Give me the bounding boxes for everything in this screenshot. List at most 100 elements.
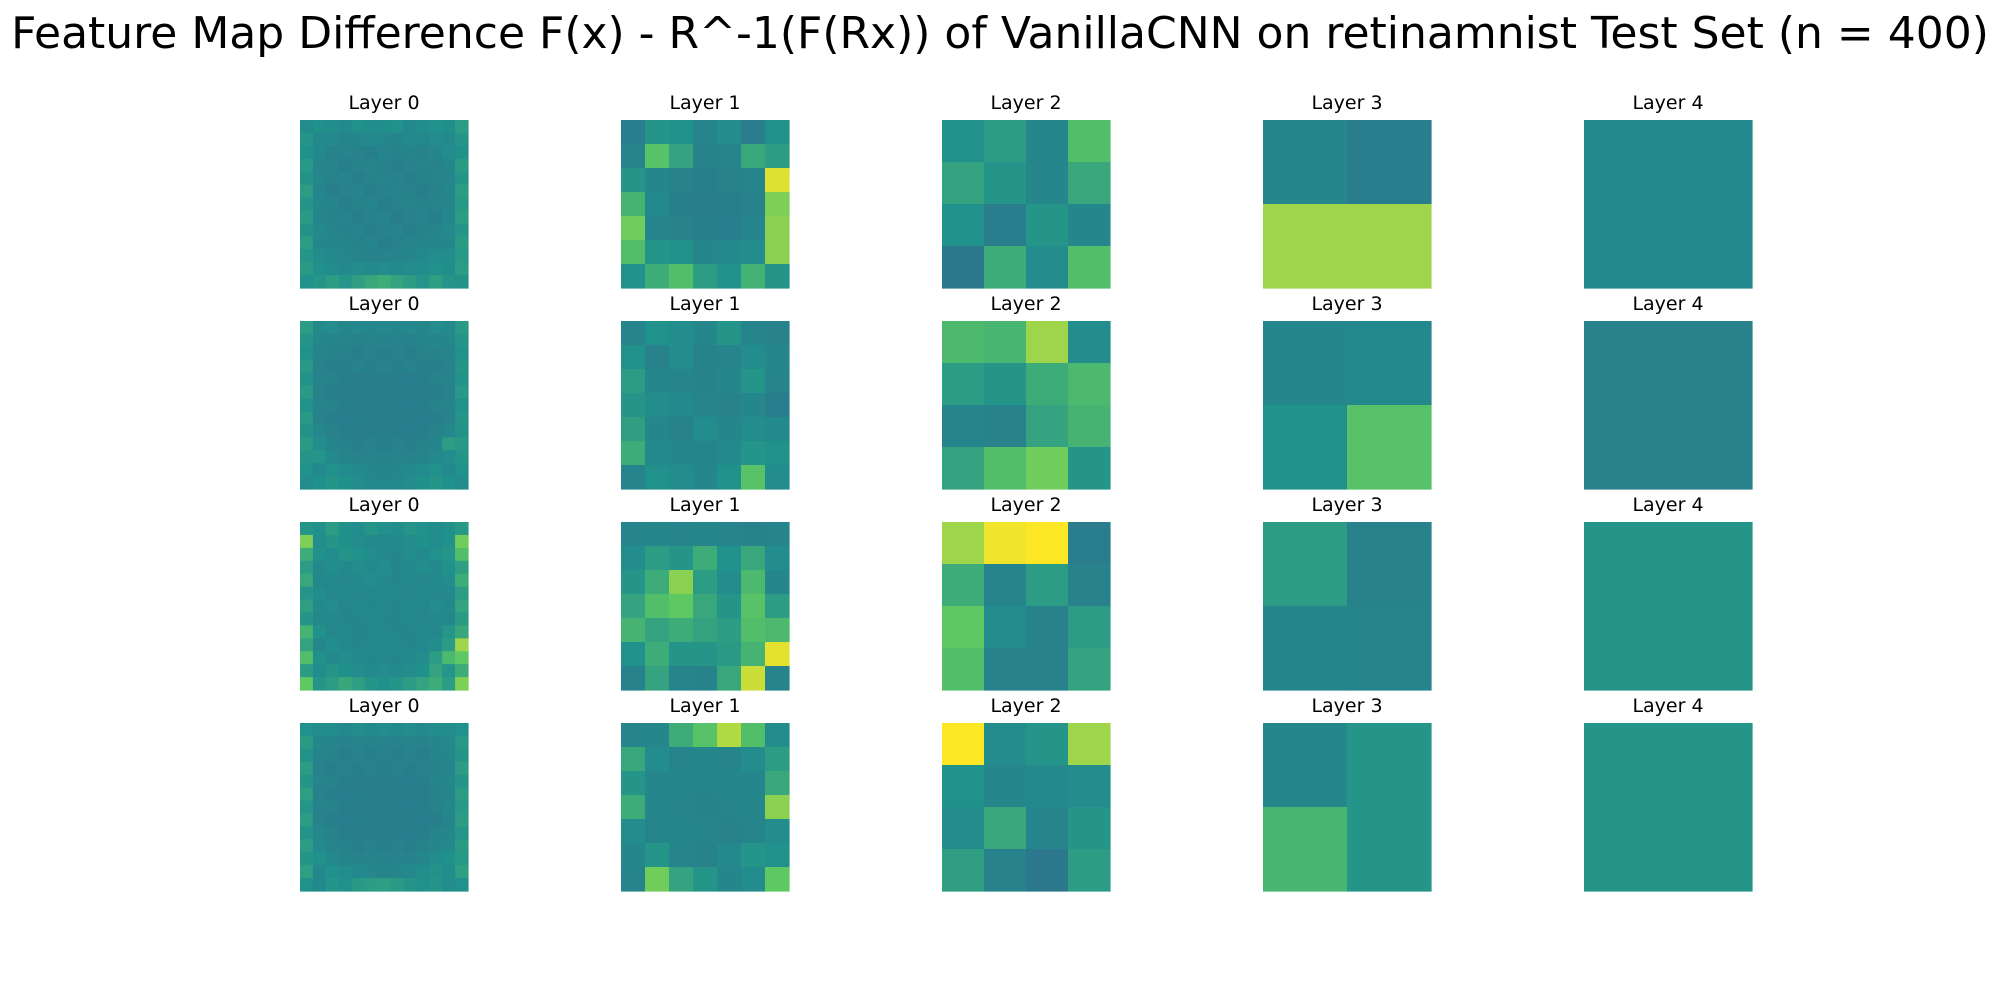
heatmap-cell [455, 651, 469, 665]
heatmap-cell [403, 599, 417, 614]
heatmap-cell [300, 197, 314, 212]
heatmap-cell [693, 369, 718, 394]
heatmap-cell [1026, 522, 1069, 565]
heatmap-cell [455, 573, 469, 588]
heatmap-cell [338, 547, 353, 562]
heatmap-cell [442, 210, 456, 224]
heatmap-cell [416, 450, 430, 464]
heatmap-cell [312, 223, 327, 237]
heatmap-cell [325, 132, 340, 147]
heatmap-cell [300, 145, 314, 160]
heatmap-cell [942, 765, 985, 808]
heatmap-cell [621, 723, 646, 748]
heatmap-cell [325, 787, 340, 802]
heatmap-cell [325, 839, 340, 853]
heatmap-cell [741, 843, 766, 868]
heatmap-cell [403, 612, 417, 626]
heatmap-cell [364, 723, 379, 737]
heatmap-cell [717, 240, 742, 265]
heatmap-cell [390, 651, 404, 665]
heatmap-cell [765, 168, 790, 193]
heatmap-cell [300, 223, 314, 237]
heatmap-cell [377, 321, 392, 335]
heatmap-cell [621, 465, 646, 490]
heatmap-cell [364, 612, 379, 626]
heatmap-cell [338, 522, 353, 536]
heatmap-cell [455, 262, 469, 276]
heatmap-cell [325, 522, 340, 536]
heatmap-cell [429, 463, 443, 477]
heatmap-cell [429, 573, 443, 588]
heatmap-cell [416, 385, 430, 400]
heatmap-cell [455, 249, 469, 263]
heatmap-cell [312, 184, 327, 199]
heatmap-cell [1347, 606, 1432, 691]
heatmap-cell [403, 463, 417, 477]
heatmap-cell [338, 385, 353, 400]
heatmap-cell [364, 664, 379, 678]
heatmap-cell [1026, 807, 1069, 850]
heatmap-cell [390, 787, 404, 802]
heatmap-cell [693, 747, 718, 772]
heatmap-cell [416, 372, 430, 387]
heatmap-cell [416, 145, 430, 160]
heatmap-cell [442, 385, 456, 400]
heatmap-cell [741, 795, 766, 820]
heatmap-cell [403, 398, 417, 413]
heatmap-cell [741, 192, 766, 217]
heatmap-panel-r3-c3: Layer 3 [1263, 695, 1432, 892]
heatmap-cell [765, 465, 790, 490]
heatmap-cell [942, 363, 985, 406]
heatmap-cell [325, 748, 340, 763]
heatmap-panel-r0-c2: Layer 2 [942, 92, 1111, 289]
heatmap-cell [403, 723, 417, 737]
heatmap-cell [741, 441, 766, 466]
heatmap-cell [455, 321, 469, 335]
heatmap-cell [351, 813, 366, 827]
heatmap-cell [741, 642, 766, 667]
heatmap-cell [325, 599, 340, 614]
heatmap-cell [429, 424, 443, 438]
heatmap-cell [765, 240, 790, 265]
heatmap-cell [1068, 204, 1111, 247]
heatmap-cell [364, 236, 379, 250]
heatmap-cell [416, 120, 430, 134]
heatmap-cell [364, 359, 379, 374]
heatmap-cell [364, 275, 379, 289]
heatmap-cell [942, 162, 985, 205]
heatmap-cell [442, 249, 456, 263]
heatmap-cell [325, 664, 340, 678]
heatmap-cell [351, 359, 366, 374]
heatmap-cell [717, 441, 742, 466]
heatmap-cell [377, 625, 392, 639]
heatmap-cell [300, 865, 314, 879]
heatmap-cell [403, 223, 417, 237]
heatmap-cell [364, 411, 379, 425]
heatmap-cell [377, 547, 392, 562]
heatmap-cell [416, 463, 430, 477]
heatmap-cell [621, 843, 646, 868]
heatmap-cell [377, 223, 392, 237]
heatmap-cell [300, 735, 314, 750]
heatmap-cell [942, 564, 985, 607]
heatmap-cell [455, 184, 469, 199]
heatmap-cell [645, 120, 670, 145]
heatmap-cell [693, 642, 718, 667]
heatmap-cell [325, 547, 340, 562]
heatmap-cell [312, 586, 327, 601]
heatmap-cell [984, 447, 1027, 490]
heatmap-cell [338, 586, 353, 601]
heatmap-cell [312, 236, 327, 250]
heatmap-cell [717, 144, 742, 169]
heatmap-cell [390, 359, 404, 374]
heatmap-cell [325, 223, 340, 237]
heatmap-cell [1068, 765, 1111, 808]
heatmap-cell [377, 275, 392, 289]
heatmap-cell [984, 648, 1027, 691]
heatmap-cell [377, 463, 392, 477]
heatmap-cell [669, 666, 694, 691]
heatmap-cell [364, 638, 379, 652]
heatmap-cell [312, 262, 327, 276]
heatmap-cell [338, 774, 353, 789]
